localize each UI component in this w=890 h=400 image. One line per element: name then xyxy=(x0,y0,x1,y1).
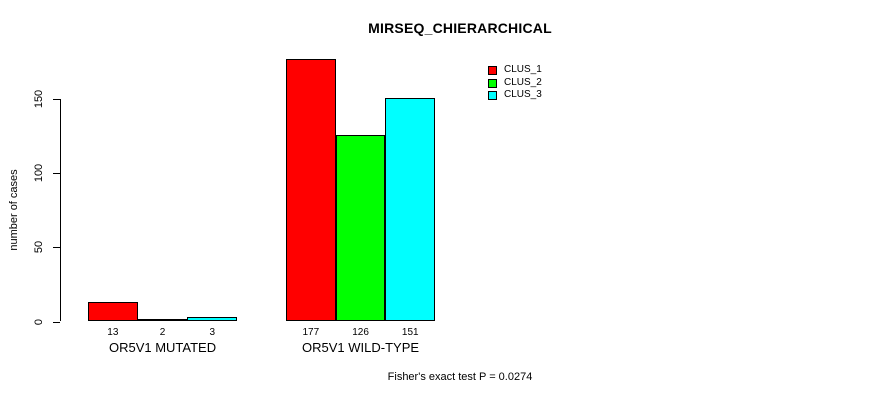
y-axis-tick xyxy=(53,173,60,175)
stat-test-caption: Fisher's exact test P = 0.0274 xyxy=(387,371,533,383)
bar-clus_1-mutated xyxy=(88,302,138,322)
y-axis-tick-label: 100 xyxy=(33,163,45,183)
y-axis-label: number of cases xyxy=(8,169,20,251)
bar-clus_3-mutated xyxy=(187,317,238,322)
bar-clus_3-wildtype xyxy=(385,97,436,322)
legend-label: CLUS_3 xyxy=(504,89,542,101)
legend-swatch-clus_3 xyxy=(488,91,497,101)
y-axis-tick-label: 150 xyxy=(33,89,45,109)
bar-value-label: 2 xyxy=(159,327,166,338)
y-axis-tick xyxy=(53,247,60,249)
x-category-label: OR5V1 WILD-TYPE xyxy=(302,340,420,355)
bar-clus_1-wildtype xyxy=(286,58,336,322)
bar-value-label: 177 xyxy=(302,327,320,338)
legend-label: CLUS_1 xyxy=(504,64,542,75)
legend-label: CLUS_2 xyxy=(504,76,542,88)
x-category-label: OR5V1 MUTATED xyxy=(108,340,217,355)
y-axis-tick xyxy=(53,321,60,323)
y-axis-tick-label: 50 xyxy=(33,241,45,254)
legend-swatch-clus_1 xyxy=(488,66,497,75)
bar-value-label: 126 xyxy=(352,327,369,338)
chart-title: MIRSEQ_CHIERARCHICAL xyxy=(368,20,552,36)
y-axis-tick xyxy=(53,99,60,100)
bar-clus_2-mutated xyxy=(137,318,188,322)
y-axis-line xyxy=(60,99,61,322)
bar-value-label: 151 xyxy=(401,327,419,338)
bar-value-label: 3 xyxy=(209,327,216,338)
legend-swatch-clus_2 xyxy=(488,78,497,88)
bar-value-label: 13 xyxy=(107,327,119,338)
y-axis-tick-label: 0 xyxy=(33,318,45,325)
bar-clus_2-wildtype xyxy=(335,134,386,322)
